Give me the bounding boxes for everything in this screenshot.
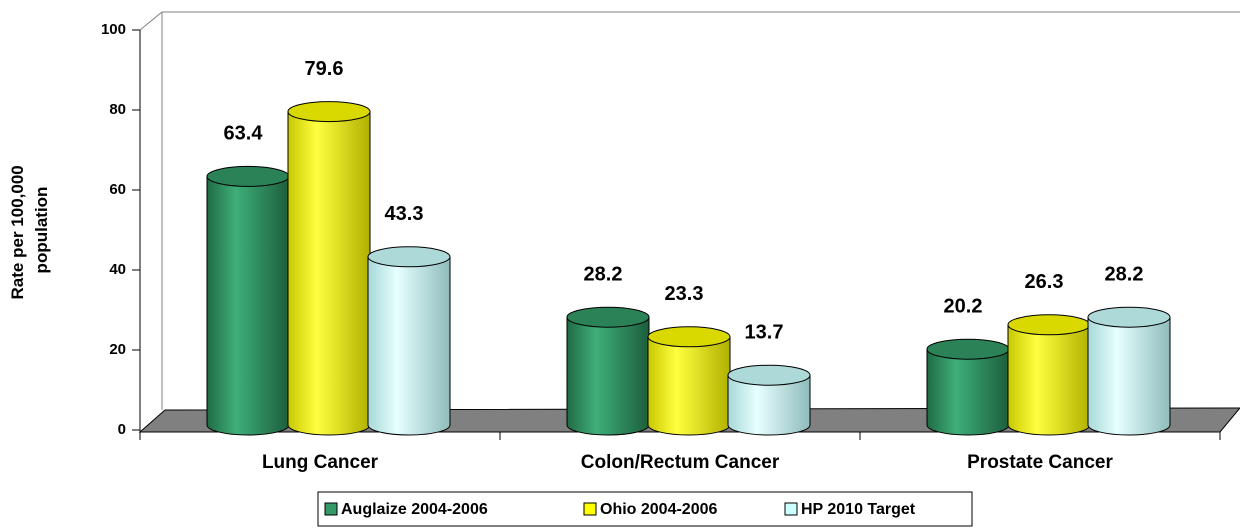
value-label: 43.3	[385, 203, 424, 225]
cylinder-top	[727, 364, 811, 386]
y-tick-label: 100	[101, 21, 126, 38]
value-label: 28.2	[1105, 263, 1144, 285]
cylinder-body	[287, 111, 371, 436]
x-tick-label: Colon/Rectum Cancer	[581, 452, 780, 473]
x-tick-label: Prostate Cancer	[967, 452, 1113, 473]
value-label: 20.2	[944, 295, 983, 317]
cylinder-top	[566, 306, 650, 328]
cylinder-top	[367, 246, 451, 268]
value-label: 26.3	[1025, 271, 1064, 293]
value-label: 28.2	[584, 263, 623, 285]
cylinder-body	[566, 316, 650, 436]
cylinder-top	[287, 101, 371, 123]
legend-label: HP 2010 Target	[801, 501, 916, 518]
value-label: 63.4	[224, 123, 264, 145]
legend-swatch	[583, 502, 597, 516]
y-label-line: population	[32, 187, 51, 274]
cylinder-top	[206, 165, 290, 187]
cylinder-top	[1007, 314, 1091, 336]
cylinder-top	[1087, 306, 1171, 328]
cylinder-body	[647, 336, 731, 436]
cylinder-body	[1007, 324, 1091, 436]
legend	[317, 491, 973, 527]
value-label: 13.7	[745, 321, 784, 343]
cylinder-body	[926, 348, 1010, 436]
cylinder-body	[727, 374, 811, 436]
value-label: 23.3	[665, 283, 704, 305]
y-tick-label: 80	[109, 101, 126, 118]
y-label-line: Rate per 100,000	[8, 165, 27, 299]
y-tick-label: 0	[118, 421, 126, 438]
legend-swatch	[784, 502, 798, 516]
cylinder-body	[1087, 316, 1171, 436]
legend-swatch	[324, 502, 338, 516]
cylinder-top	[647, 326, 731, 348]
wall-edge	[139, 11, 163, 31]
y-axis-label: Rate per 100,000 population	[8, 161, 51, 300]
legend-label: Auglaize 2004-2006	[341, 501, 488, 518]
x-tick-label: Lung Cancer	[262, 452, 379, 473]
legend-label: Ohio 2004-2006	[600, 501, 718, 518]
cylinder-body	[367, 256, 451, 436]
cylinder-body	[206, 175, 290, 436]
cylinder-top	[926, 338, 1010, 360]
y-tick-label: 40	[109, 261, 126, 278]
y-tick-label: 20	[109, 341, 126, 358]
value-label: 79.6	[305, 58, 344, 80]
y-tick-label: 60	[109, 181, 126, 198]
